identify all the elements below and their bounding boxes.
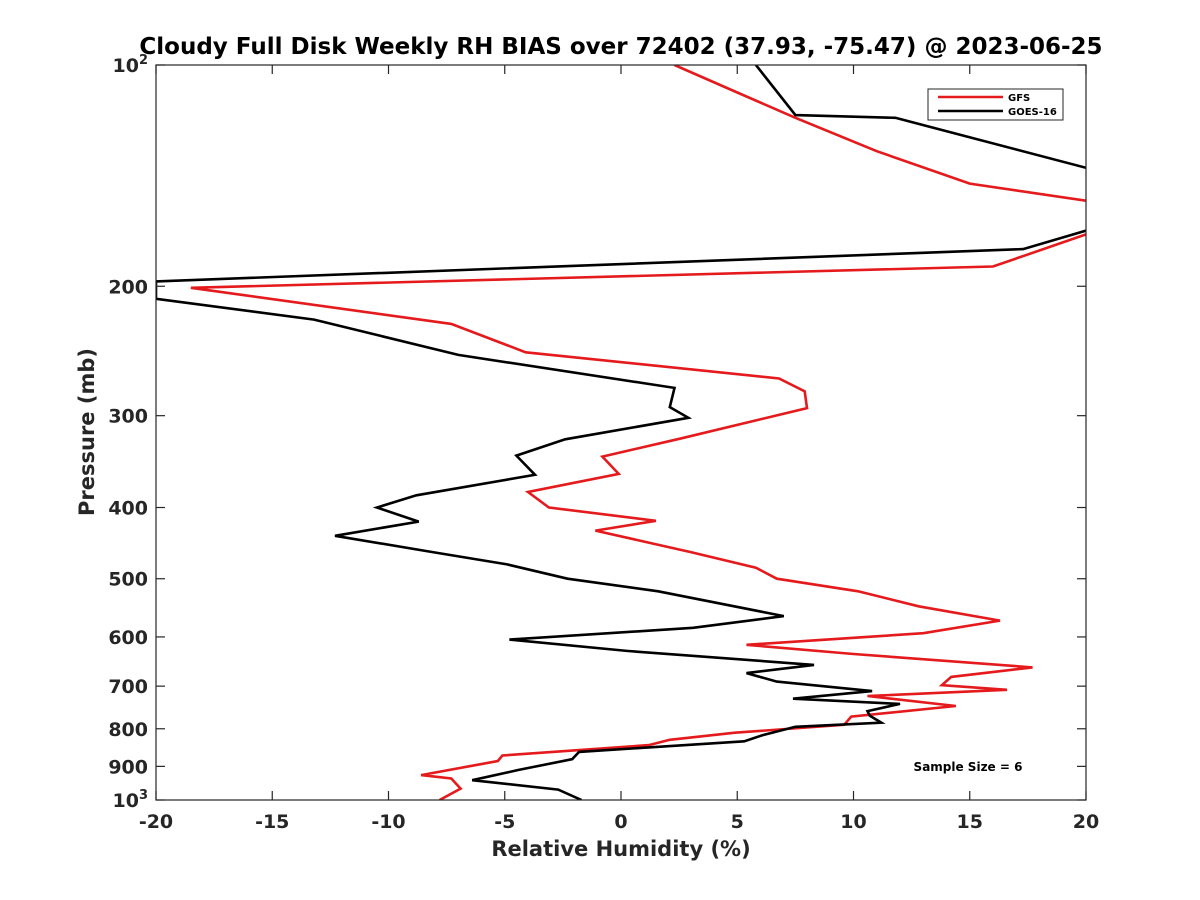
x-tick-label: 0 xyxy=(614,811,627,833)
x-tick-label: 20 xyxy=(1073,811,1099,833)
legend-box xyxy=(927,88,1064,121)
x-axis-ticks: -20 -15 -10 -5 0 5 10 15 20 xyxy=(139,65,1099,833)
legend-label: GOES-16 xyxy=(1008,107,1057,118)
x-tick-label: -15 xyxy=(255,811,289,833)
y-tick-base: 10 xyxy=(113,790,139,812)
y-tick-label: 200 xyxy=(108,276,148,298)
x-tick-label: -10 xyxy=(371,811,405,833)
sample-size-annotation: Sample Size = 6 xyxy=(914,760,1023,774)
x-tick-label: 15 xyxy=(957,811,983,833)
y-tick-label: 103 xyxy=(113,788,149,812)
series-line-goes-16 xyxy=(156,65,1086,800)
legend: GFS GOES-16 xyxy=(927,88,1064,121)
legend-entries: GFS GOES-16 xyxy=(938,93,1057,118)
series-line-gfs xyxy=(190,65,1086,800)
x-axis-label: Relative Humidity (%) xyxy=(491,837,750,861)
chart-title: Cloudy Full Disk Weekly RH BIAS over 724… xyxy=(139,34,1102,60)
series-layer xyxy=(156,65,1086,800)
y-tick-label: 700 xyxy=(108,676,148,698)
y-tick-label: 300 xyxy=(108,406,148,428)
y-tick-exponent: 2 xyxy=(139,53,148,68)
y-tick-label: 500 xyxy=(108,569,148,591)
y-tick-label: 400 xyxy=(108,498,148,520)
y-axis-label: Pressure (mb) xyxy=(75,348,99,516)
x-tick-label: -5 xyxy=(494,811,515,833)
x-tick-label: 10 xyxy=(840,811,866,833)
y-tick-label: 800 xyxy=(108,719,148,741)
y-tick-exponent: 3 xyxy=(139,788,148,803)
x-tick-label: 5 xyxy=(731,811,744,833)
x-tick-label: -20 xyxy=(139,811,173,833)
y-tick-base: 10 xyxy=(113,55,139,77)
y-tick-label: 102 xyxy=(113,53,149,77)
y-tick-label: 900 xyxy=(108,756,148,778)
legend-label: GFS xyxy=(1008,93,1030,104)
y-tick-label: 600 xyxy=(108,627,148,649)
